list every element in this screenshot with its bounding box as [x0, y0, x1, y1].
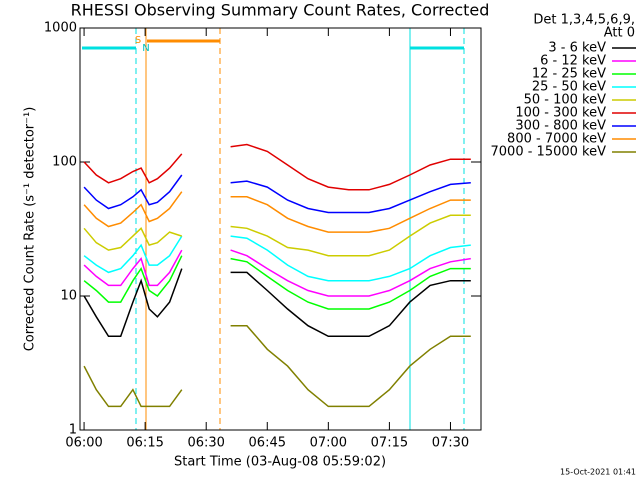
legend-label: 25 - 50 keV [532, 80, 606, 95]
plot-frame [79, 27, 482, 431]
x-tick-label: 07:15 [371, 436, 408, 451]
y-axis-label: Corrected Count Rate (s⁻¹ detector⁻¹) [23, 107, 38, 352]
x-tick-label: 06:00 [65, 436, 102, 451]
marker-label: S [135, 35, 141, 46]
x-tick-label: 06:30 [187, 436, 224, 451]
legend-title: Att 0 [604, 26, 635, 41]
series-line [83, 324, 471, 408]
series-line [83, 249, 471, 297]
series-line [83, 255, 471, 310]
legend-title: Det 1,3,4,5,6,9, [533, 13, 635, 28]
legend-label: 12 - 25 keV [532, 67, 606, 82]
x-tick-label: 06:15 [126, 436, 163, 451]
x-tick-label: 07:00 [310, 436, 347, 451]
legend-label: 800 - 7000 keV [507, 132, 606, 147]
x-tick-label: 07:30 [432, 436, 469, 451]
legend-label: 7000 - 15000 keV [491, 145, 607, 160]
series-line [83, 214, 471, 257]
x-axis-label: Start Time (03-Aug-08 05:59:02) [174, 455, 386, 470]
legend-label: 300 - 800 keV [515, 119, 606, 134]
legend-label: 3 - 6 keV [548, 41, 606, 56]
marker-label: N [142, 43, 149, 54]
series-line [83, 268, 471, 338]
x-tick-label: 06:45 [249, 436, 286, 451]
footer: 15-Oct-2021 01:41 [560, 468, 636, 477]
series-line [83, 191, 471, 233]
y-tick-label: 1000 [44, 21, 77, 36]
series-line [83, 174, 471, 214]
series-line [83, 235, 471, 282]
legend-label: 50 - 100 keV [524, 93, 607, 108]
legend-label: 100 - 300 keV [515, 106, 606, 121]
legend-label: 6 - 12 keV [540, 54, 606, 69]
y-tick-label: 100 [52, 155, 77, 170]
chart-title: RHESSI Observing Summary Count Rates, Co… [71, 1, 490, 20]
y-tick-label: 10 [60, 289, 77, 304]
series-line [83, 143, 471, 191]
y-tick-label: 1 [69, 423, 77, 438]
